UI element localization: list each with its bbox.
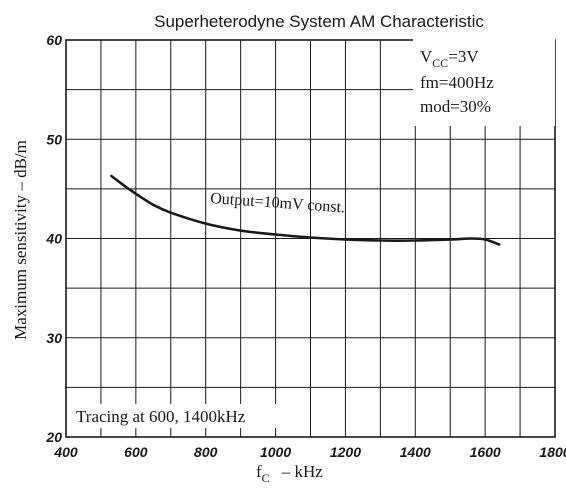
x-tick-label: 400 [53,444,78,460]
y-tick-label: 50 [46,131,62,147]
x-tick-label: 1200 [330,444,361,460]
sensitivity-curve [110,174,501,246]
y-tick-labels: 20 30 40 50 60 [45,32,62,445]
y-tick-label: 40 [45,231,62,247]
x-tick-label: 1400 [400,444,431,460]
note-background [68,404,294,428]
vcc-symbol: V [420,47,433,66]
fm-condition: fm=400Hz [420,73,494,92]
vcc-condition: VCC=3V [420,47,479,70]
curve-label: Output=10mV const. [210,190,346,216]
conditions-box-frame [413,38,555,126]
x-axis-label: fC – kHz [256,462,323,485]
conditions-box: VCC=3V fm=400Hz mod=30% [413,38,555,126]
x-tick-label: 1000 [260,444,291,460]
chart-title: Superheterodyne System AM Characteristic [154,12,484,31]
x-tick-labels: 400 600 800 1000 1200 1400 1600 1800 [53,444,566,460]
x-axis-label-subscript: C [262,471,270,485]
y-axis-label: Maximum sensitivity – dB/m [11,140,30,340]
x-axis-label-main: f [256,462,262,481]
x-tick-label: 600 [124,444,148,460]
y-tick-label: 30 [46,330,62,346]
x-tick-label: 1800 [539,444,566,460]
mod-condition: mod=30% [420,97,491,116]
x-tick-label: 1600 [470,444,501,460]
y-tick-label: 20 [45,429,62,445]
plot-frame [65,39,556,438]
y-tick-label: 60 [46,32,62,48]
tracing-note: Tracing at 600, 1400kHz [76,407,246,426]
x-axis-label-unit: – kHz [281,462,324,481]
vcc-subscript: CC [432,56,448,70]
x-tick-label: 800 [194,444,218,460]
vcc-value: =3V [448,47,479,66]
